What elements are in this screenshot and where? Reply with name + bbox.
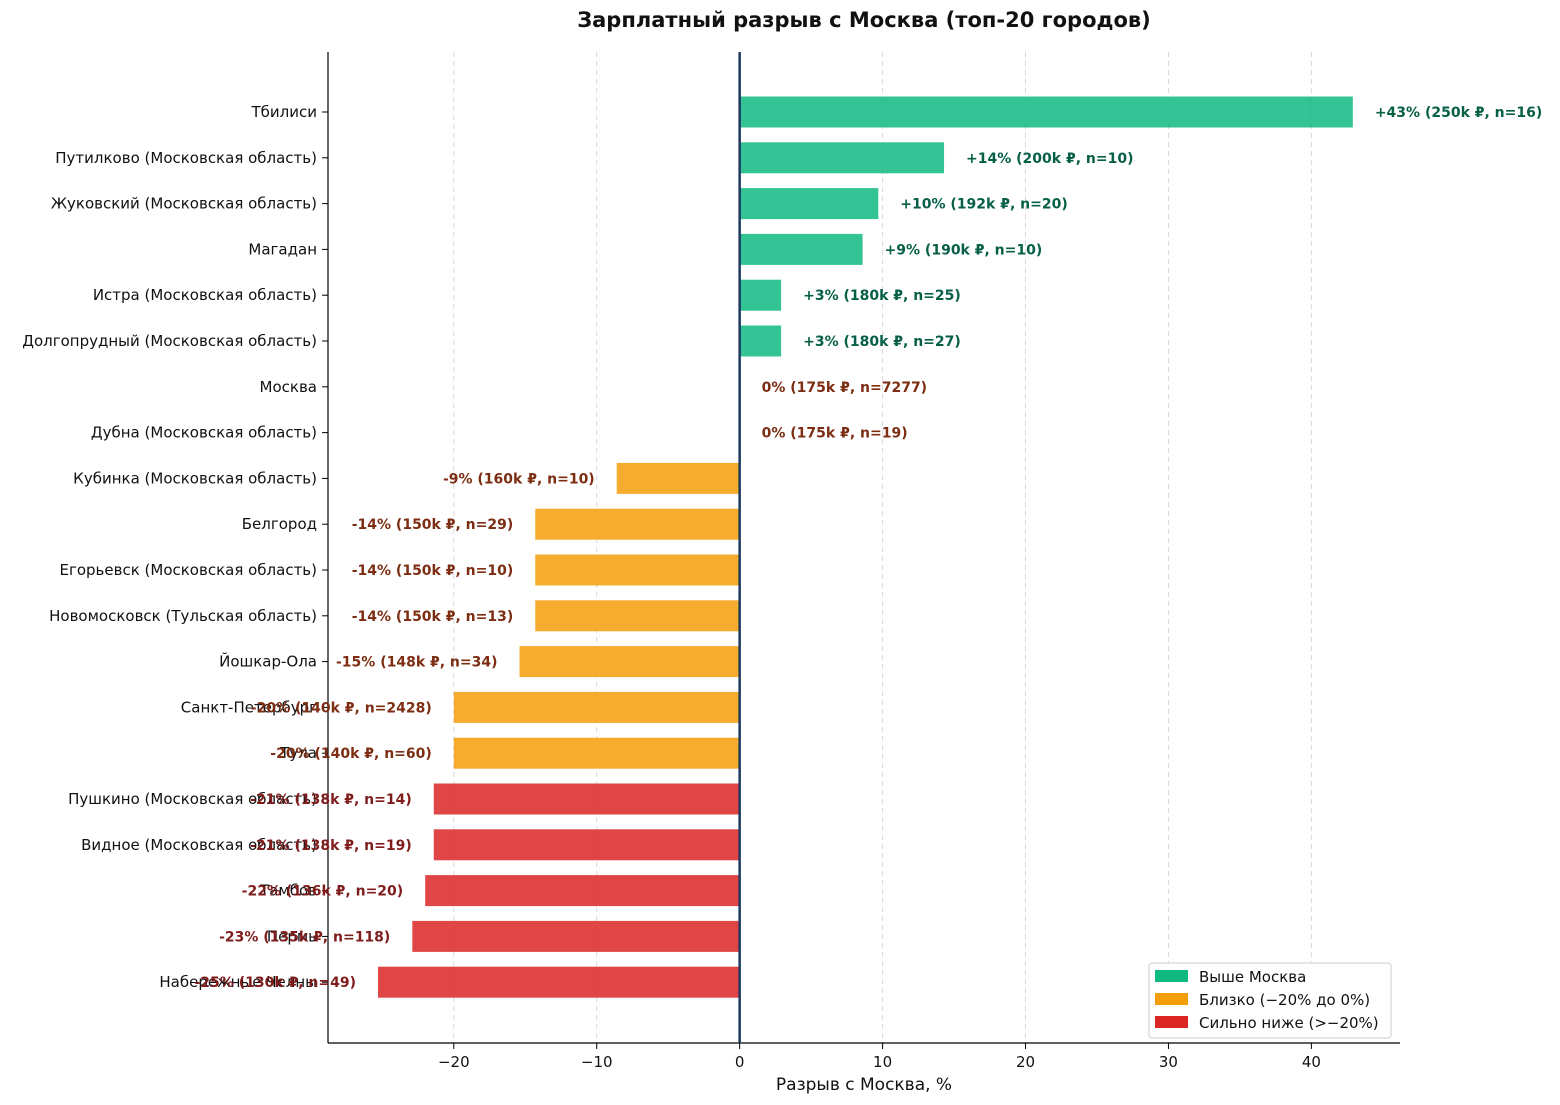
- category-label: Путилково (Московская область): [55, 149, 317, 167]
- bar: [739, 96, 1353, 128]
- data-label: -21% (138k ₽, n=19): [250, 838, 412, 854]
- legend-label: Близко (−20% до 0%): [1199, 991, 1370, 1009]
- category-label: Йошкар-Ола: [219, 652, 317, 671]
- bar: [519, 646, 740, 678]
- category-label: Пермь: [267, 927, 317, 945]
- category-label: Набережные Челны: [159, 973, 317, 991]
- bar: [535, 554, 740, 586]
- x-tick-label: −10: [581, 1053, 613, 1071]
- bar: [453, 737, 740, 769]
- bars: [378, 96, 1353, 998]
- category-label: Санкт-Петербург: [181, 698, 317, 716]
- x-axis-label: Разрыв с Москва, %: [776, 1075, 952, 1095]
- axes: [327, 52, 1400, 1044]
- category-label: Новомосковск (Тульская область): [49, 607, 317, 625]
- legend: Выше Москва Близко (−20% до 0%) Сильно ниж…: [1148, 962, 1392, 1039]
- bar: [739, 233, 863, 265]
- data-labels: +43% (250k ₽, n=16) +14% (200k ₽, n=10) +1…: [195, 105, 1543, 991]
- category-label: Егорьевск (Московская область): [59, 561, 317, 579]
- data-label: +9% (190k ₽, n=10): [885, 242, 1043, 258]
- x-tick-label: 20: [1016, 1053, 1035, 1071]
- legend-swatch: [1155, 1016, 1188, 1028]
- category-label: Долгопрудный (Московская область): [22, 332, 317, 350]
- bar: [535, 600, 740, 632]
- bar: [412, 920, 740, 952]
- category-label: Тула: [279, 744, 317, 762]
- data-label: -23% (135k ₽, n=118): [219, 929, 390, 945]
- bar: [616, 462, 740, 494]
- data-label: -14% (150k ₽, n=13): [352, 609, 514, 625]
- x-tick-labels: −20 −10 0 10 20 30 40: [438, 1043, 1321, 1071]
- data-label: -20% (140k ₽, n=2428): [251, 700, 432, 716]
- legend-swatch: [1155, 993, 1188, 1005]
- category-label: Пушкино (Московская область): [68, 790, 317, 808]
- bar: [535, 508, 740, 540]
- data-label: +43% (250k ₽, n=16): [1375, 105, 1542, 121]
- category-label: Белгород: [242, 515, 317, 533]
- bar: [433, 783, 740, 815]
- legend-swatch: [1155, 970, 1188, 982]
- bar: [739, 188, 879, 220]
- data-label: -21% (138k ₽, n=14): [250, 792, 412, 808]
- data-label: -9% (160k ₽, n=10): [443, 471, 595, 487]
- category-labels: Тбилиси Путилково (Московская область) Жук…: [22, 103, 328, 991]
- bar: [739, 142, 945, 174]
- data-label: -14% (150k ₽, n=10): [352, 563, 514, 579]
- bar: [739, 279, 782, 311]
- data-label: -22% (136k ₽, n=20): [242, 884, 404, 900]
- category-label: Тбилиси: [251, 103, 318, 121]
- legend-box: [1148, 962, 1392, 1039]
- data-label: -15% (148k ₽, n=34): [336, 655, 498, 671]
- data-label: -25% (130k ₽, n=49): [195, 975, 357, 991]
- bar: [433, 829, 740, 861]
- category-label: Магадан: [248, 240, 317, 258]
- legend-label: Выше Москва: [1199, 968, 1306, 986]
- category-label: Кубинка (Московская область): [73, 469, 317, 487]
- data-label: 0% (175k ₽, n=19): [762, 426, 908, 442]
- bar: [453, 691, 740, 723]
- data-label: +14% (200k ₽, n=10): [966, 151, 1133, 167]
- x-tick-label: 0: [735, 1053, 745, 1071]
- bar: [739, 325, 782, 357]
- bar: [425, 875, 740, 907]
- x-tick-label: −20: [438, 1053, 470, 1071]
- data-label: 0% (175k ₽, n=7277): [762, 380, 927, 396]
- category-label: Истра (Московская область): [93, 286, 317, 304]
- x-tick-label: 30: [1159, 1053, 1178, 1071]
- x-tick-label: 10: [873, 1053, 892, 1071]
- category-label: Видное (Московская область): [81, 836, 317, 854]
- x-tick-label: 40: [1302, 1053, 1321, 1071]
- data-label: +3% (180k ₽, n=25): [803, 288, 961, 304]
- data-label: -14% (150k ₽, n=29): [352, 517, 514, 533]
- data-label: +10% (192k ₽, n=20): [900, 197, 1067, 213]
- data-label: -20% (140k ₽, n=60): [270, 746, 432, 762]
- category-label: Москва: [260, 378, 317, 396]
- legend-label: Сильно ниже (>−20%): [1199, 1014, 1379, 1032]
- category-label: Тамбов: [259, 882, 317, 900]
- category-label: Дубна (Московская область): [91, 424, 317, 442]
- category-label: Жуковский (Московская область): [51, 195, 317, 213]
- bar: [378, 966, 740, 998]
- chart-title: Зарплатный разрыв с Москва (топ-20 город…: [577, 8, 1151, 32]
- data-label: +3% (180k ₽, n=27): [803, 334, 961, 350]
